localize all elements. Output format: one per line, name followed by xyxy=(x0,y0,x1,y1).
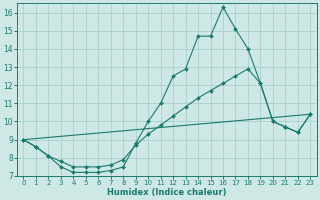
X-axis label: Humidex (Indice chaleur): Humidex (Indice chaleur) xyxy=(107,188,227,197)
